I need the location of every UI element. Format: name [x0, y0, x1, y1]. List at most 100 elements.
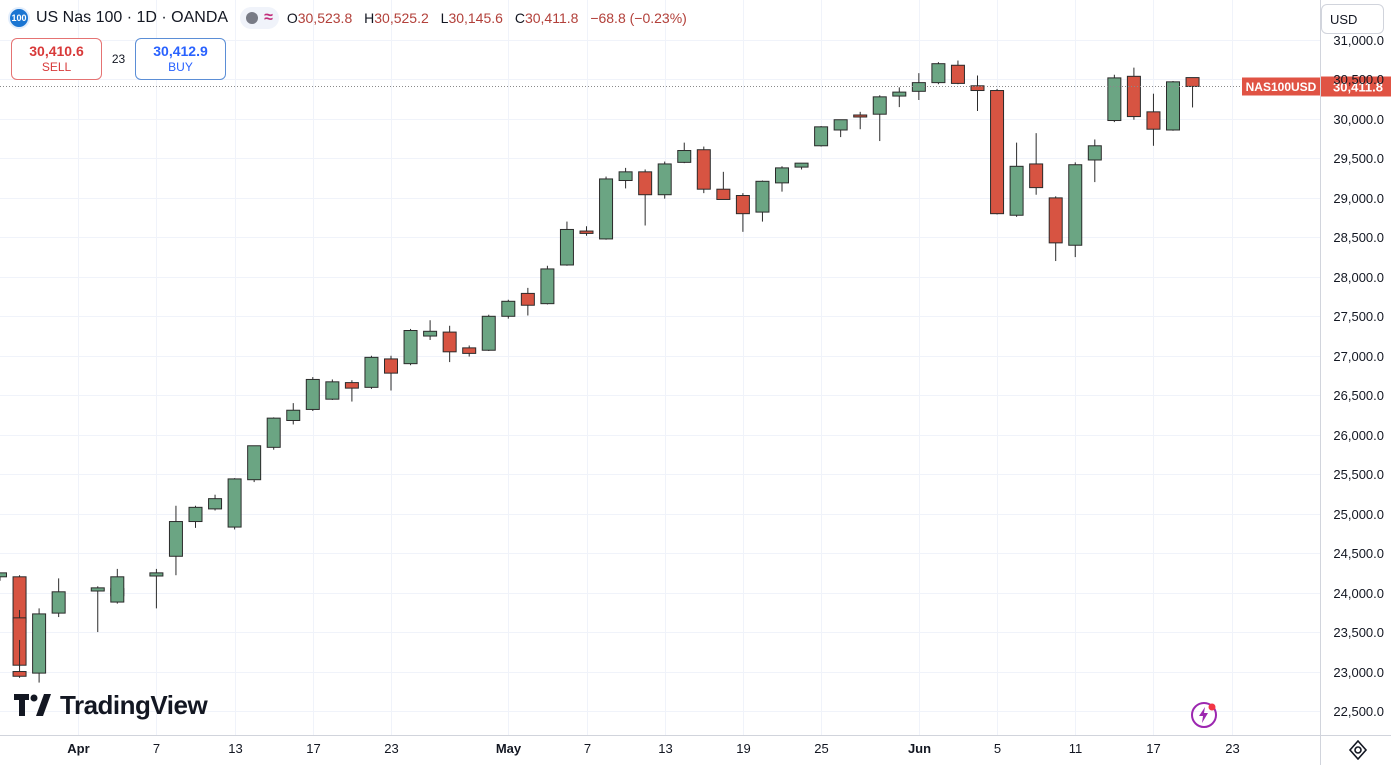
candle-body: [638, 171, 653, 196]
candle: [599, 176, 614, 240]
candle-body: [344, 382, 359, 389]
last-price-label: 30,411.8: [1333, 80, 1383, 95]
y-tick-label: 31,000.0: [1333, 33, 1384, 48]
candle: [716, 171, 731, 200]
candle-body: [716, 188, 731, 200]
settings-gear-icon[interactable]: [1348, 740, 1368, 760]
y-tick-label: 22,500.0: [1333, 704, 1384, 719]
overlay: NAS100USD 30,411.8: [0, 76, 1391, 97]
y-tick-label: 23,500.0: [1333, 625, 1384, 640]
candle: [618, 167, 633, 189]
candle: [286, 403, 301, 425]
candle-body: [305, 378, 320, 410]
candle-body: [188, 506, 203, 523]
candle-body: [990, 90, 1005, 215]
candle-body: [833, 119, 848, 131]
candle: [1087, 139, 1102, 183]
x-tick-label: 23: [384, 741, 398, 756]
x-tick-label: 13: [658, 741, 672, 756]
candle: [970, 75, 985, 112]
candle: [90, 586, 105, 633]
candle: [188, 505, 203, 528]
candle-body: [227, 478, 242, 528]
candle: [990, 88, 1005, 215]
candle-body: [1068, 164, 1083, 246]
candle-body: [384, 358, 398, 374]
candle: [853, 111, 868, 130]
candle-body: [266, 417, 281, 448]
candle-body: [423, 330, 438, 337]
candle: [423, 320, 438, 340]
sell-button[interactable]: 30,410.6 SELL: [11, 38, 102, 80]
chart-header: 100 US Nas 100 · 1D · OANDA ≈ O30,523.8 …: [8, 6, 695, 30]
candle: [403, 328, 418, 366]
x-tick-label: 7: [584, 741, 591, 756]
eye-dot-icon[interactable]: [246, 12, 259, 24]
candle: [384, 355, 398, 391]
symbol-label-bg: [1242, 77, 1320, 96]
trade-panel: 30,410.6 SELL 23 30,412.9 BUY: [11, 38, 226, 80]
y-tick-label: 29,000.0: [1333, 191, 1384, 206]
candle-body: [12, 671, 27, 677]
candle: [638, 169, 653, 226]
candle: [110, 568, 125, 604]
candle: [559, 221, 574, 266]
sell-label: SELL: [41, 60, 72, 74]
y-tick-label: 23,000.0: [1333, 665, 1384, 680]
candle: [364, 355, 379, 389]
candle-body: [755, 180, 770, 213]
candle: [814, 126, 829, 147]
candle-body: [364, 356, 379, 388]
ohlc-readout: O30,523.8 H30,525.2 L30,145.6 C30,411.8 …: [287, 10, 695, 26]
x-tick-label: Jun: [908, 741, 931, 756]
candle-body: [1185, 77, 1200, 87]
wave-icon[interactable]: ≈: [264, 9, 273, 26]
candle: [344, 380, 359, 402]
ohlc-open-key: O: [286, 10, 298, 26]
candle-body: [1087, 145, 1102, 161]
candle: [833, 119, 848, 138]
ohlc-change-value: −68.8 (−0.23%): [590, 10, 687, 26]
buy-button[interactable]: 30,412.9 BUY: [135, 38, 226, 80]
candle: [520, 287, 535, 316]
tradingview-logo[interactable]: TradingView: [14, 690, 208, 720]
symbol-badge-icon[interactable]: 100: [8, 7, 30, 29]
candle: [1009, 142, 1024, 217]
candle: [305, 377, 320, 412]
candle-body: [579, 230, 594, 234]
candle-body: [501, 300, 516, 317]
candle: [1126, 67, 1141, 120]
y-tick-label: 27,000.0: [1333, 349, 1384, 364]
candle-body: [168, 521, 183, 557]
tradingview-logo-icon: [14, 694, 51, 716]
x-tick-label: 19: [736, 741, 750, 756]
candle: [208, 494, 223, 511]
candle-body: [1009, 165, 1024, 216]
candle-body: [599, 178, 614, 240]
candle-body: [931, 63, 946, 84]
candle: [677, 142, 692, 164]
candle: [32, 608, 47, 683]
candle-body: [481, 315, 496, 351]
candle: [149, 568, 164, 609]
candle-body: [677, 150, 692, 163]
lightning-icon[interactable]: [1190, 701, 1218, 729]
candle-body: [208, 498, 223, 510]
y-tick-label: 26,500.0: [1333, 388, 1384, 403]
y-tick-label: 28,000.0: [1333, 270, 1384, 285]
candle: [755, 180, 770, 222]
x-tick-label: Apr: [67, 741, 89, 756]
candle-body: [32, 613, 47, 674]
y-tick-label: 30,500.0: [1333, 72, 1384, 87]
ohlc-close-key: C: [514, 10, 525, 26]
ohlc-close-value: 30,411.8: [524, 10, 579, 26]
x-tick-label: 13: [228, 741, 242, 756]
currency-selector[interactable]: USD: [1321, 4, 1384, 34]
candle: [696, 146, 711, 194]
indicator-toggle[interactable]: ≈: [240, 7, 279, 29]
candle-body: [814, 126, 829, 147]
ohlc-low-value: 30,145.6: [448, 10, 503, 26]
candle-body: [872, 96, 887, 115]
chart-title[interactable]: US Nas 100 · 1D · OANDA: [36, 9, 229, 26]
